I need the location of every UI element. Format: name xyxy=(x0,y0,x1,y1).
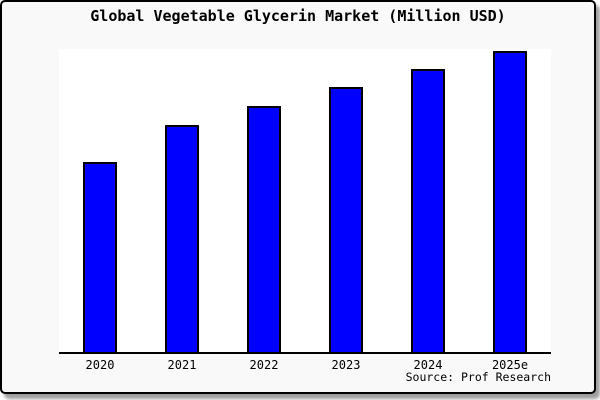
plot-area xyxy=(59,49,551,354)
bar-2020 xyxy=(83,162,117,352)
chart-title: Global Vegetable Glycerin Market (Millio… xyxy=(90,7,506,25)
x-tick-label-2023: 2023 xyxy=(331,358,361,372)
bar-2022 xyxy=(247,106,281,352)
bar-2023 xyxy=(329,87,363,352)
chart-window: Global Vegetable Glycerin Market (Millio… xyxy=(0,0,596,394)
bar-2025e xyxy=(493,51,527,352)
x-tick-label-2024: 2024 xyxy=(413,358,443,372)
source-note: Source: Prof Research xyxy=(405,370,551,384)
bar-2021 xyxy=(165,125,199,352)
x-tick-label-2025e: 2025e xyxy=(491,358,529,372)
x-tick-label-2022: 2022 xyxy=(249,358,279,372)
bar-2024 xyxy=(411,69,445,352)
x-tick-label-2021: 2021 xyxy=(167,358,197,372)
x-tick-label-2020: 2020 xyxy=(85,358,115,372)
x-axis-labels: 2020 2021 2022 2023 2024 2025e xyxy=(59,358,551,374)
